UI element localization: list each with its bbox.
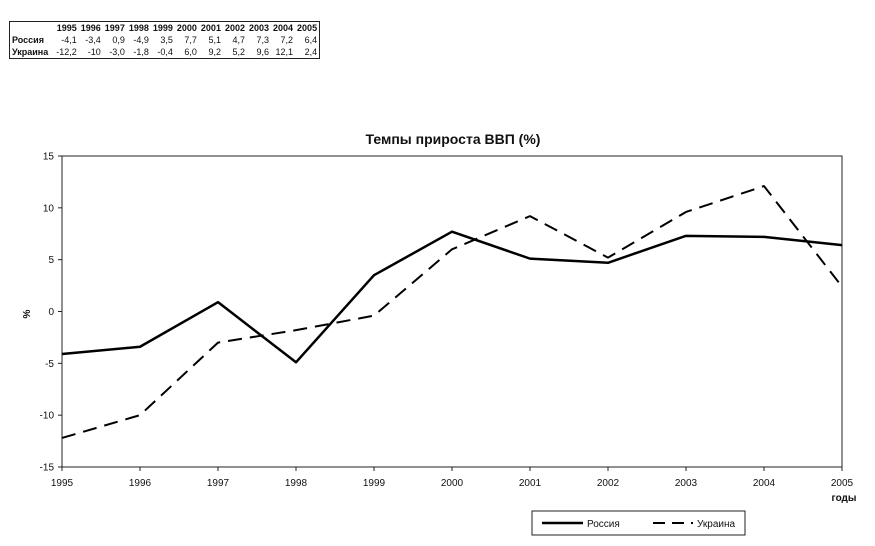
y-axis-label: % <box>22 309 33 318</box>
table-row-name: Россия <box>12 35 44 45</box>
x-tick-label: 2003 <box>675 478 698 489</box>
y-tick-label: -5 <box>45 359 54 370</box>
table-cell: 7,2 <box>280 35 294 45</box>
table-header-row: 1995 1996 1997 1998 1999 2000 2001 2002 2003 2004… <box>10 22 320 35</box>
y-tick-label: 0 <box>48 307 54 318</box>
table-row: Украина -12,2 -10 -3,0 -1,8 -0,4 6,0 9,2 5,2 9,6 1… <box>10 46 320 59</box>
table-cell: 7,3 <box>256 35 270 45</box>
table-year-header: 2002 <box>224 23 245 33</box>
y-tick-label: 15 <box>43 152 55 163</box>
table-cell: 5,1 <box>208 35 221 45</box>
table-cell: 5,2 <box>232 47 245 57</box>
table-cell: 6,0 <box>184 47 197 57</box>
series-line-ukraine <box>61 185 843 439</box>
series-line-russia <box>61 230 843 364</box>
plot-area-frame <box>61 155 843 468</box>
y-tick-label: -15 <box>40 463 55 474</box>
x-tick-label: 1998 <box>285 478 308 489</box>
table-year-header: 2001 <box>200 23 221 33</box>
table-row-name: Украина <box>12 47 49 57</box>
table-row: Россия -4,1 -3,4 0,9 -4,9 3,5 7,7 5,1 4,7 7,3 7,2 6… <box>10 34 320 46</box>
table-cell: 9,6 <box>256 47 270 57</box>
table-cell: -4,9 <box>133 35 149 45</box>
table-cell: -3,0 <box>109 47 125 57</box>
y-tick-label: 10 <box>43 203 55 214</box>
table-cell: 2,4 <box>304 47 318 57</box>
table-cell: 12,1 <box>275 47 294 57</box>
x-tick-label: 2000 <box>441 478 464 489</box>
table-year-header: 1997 <box>104 23 125 33</box>
table-cell: -3,4 <box>85 35 101 45</box>
x-tick-label: 1995 <box>51 478 74 489</box>
y-tick-label: -10 <box>40 411 55 422</box>
y-tick-label: 5 <box>48 255 54 266</box>
x-axis-label: годы <box>832 493 857 504</box>
table-cell: 4,7 <box>232 35 245 45</box>
x-tick-label: 2004 <box>753 478 776 489</box>
chart-title: Темпы прироста ВВП (%) <box>366 131 541 147</box>
table-year-header: 1999 <box>152 23 173 33</box>
table-cell: -12,2 <box>56 47 77 57</box>
x-tick-label: 2001 <box>519 478 542 489</box>
table-year-header: 2005 <box>297 23 318 33</box>
table-cell: 0,9 <box>112 35 125 45</box>
x-tick-label: 1997 <box>207 478 230 489</box>
table-year-header: 2003 <box>248 23 270 33</box>
x-tick-label: 1996 <box>129 478 152 489</box>
table-year-header: 1998 <box>128 23 149 33</box>
legend-label-russia: Россия <box>587 519 620 530</box>
table-cell: 3,5 <box>160 35 173 45</box>
x-tick-label: 1999 <box>363 478 386 489</box>
table-cell: 7,7 <box>184 35 197 45</box>
x-tick-label: 2005 <box>831 478 854 489</box>
table-cell: 9,2 <box>208 47 221 57</box>
legend: Россия Украина <box>531 510 746 536</box>
table-cell: -4,1 <box>61 35 77 45</box>
table-year-header: 1995 <box>56 23 77 33</box>
table-year-header: 2004 <box>273 23 294 33</box>
table-cell: -1,8 <box>133 47 149 57</box>
data-table: 1995 1996 1997 1998 1999 2000 2001 2002 2003 2004… <box>9 21 321 59</box>
table-cell: -10 <box>87 47 101 57</box>
table-cell: -0,4 <box>157 47 173 57</box>
table-year-header: 1996 <box>80 23 101 33</box>
x-tick-label: 2002 <box>597 478 620 489</box>
table-cell: 6,4 <box>304 35 318 45</box>
table-year-header: 2000 <box>176 23 197 33</box>
legend-label-ukraine: Украина <box>697 519 736 530</box>
